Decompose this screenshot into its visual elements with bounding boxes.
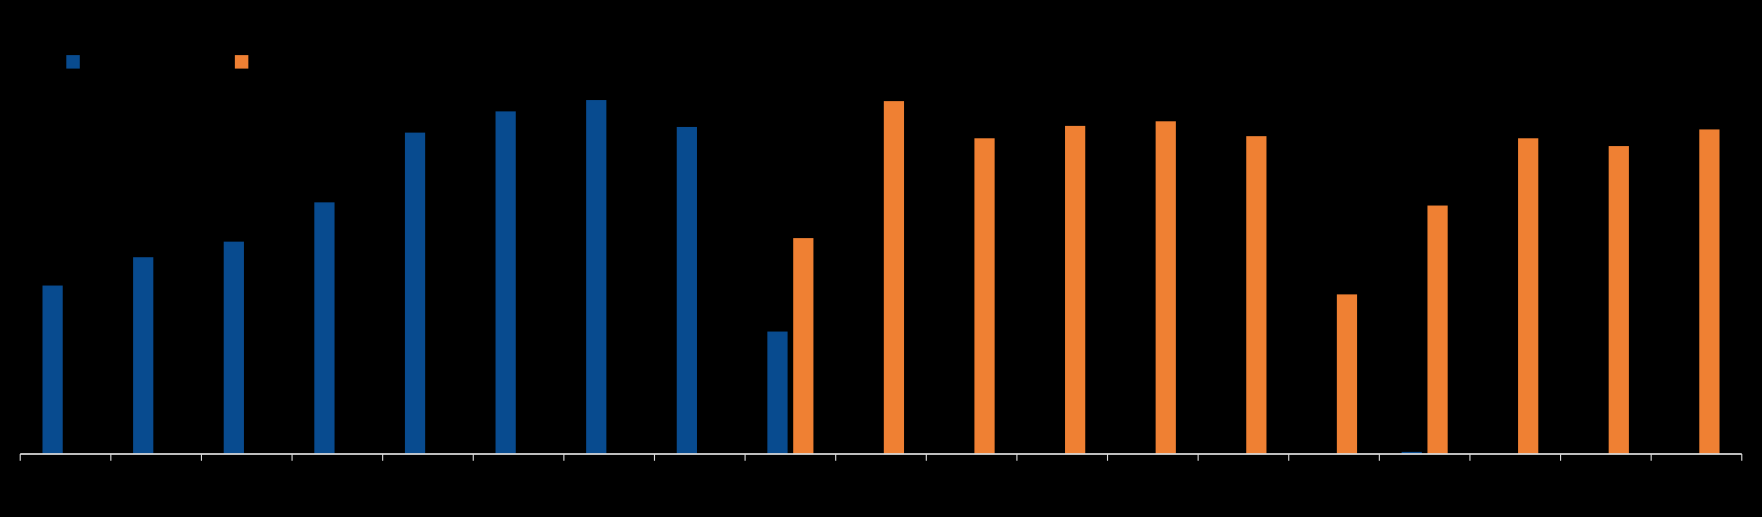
bar (767, 331, 788, 455)
bar (586, 100, 607, 455)
bar (314, 202, 335, 455)
bar (1401, 451, 1422, 455)
bar (974, 138, 995, 455)
legend-swatch (234, 55, 249, 69)
bar (1427, 205, 1448, 455)
bar (793, 238, 814, 455)
bar (1065, 125, 1086, 455)
bar (676, 126, 697, 455)
bar (42, 285, 63, 455)
bar (133, 257, 154, 455)
bar (1336, 294, 1358, 455)
bar (1699, 129, 1720, 455)
bar (1155, 121, 1176, 455)
bar (1246, 136, 1267, 455)
bar (1608, 146, 1629, 455)
bar (404, 132, 426, 455)
bar (495, 111, 516, 455)
bar (1518, 138, 1539, 455)
legend-swatch (66, 55, 80, 69)
bar (223, 241, 244, 455)
bar (883, 101, 905, 455)
